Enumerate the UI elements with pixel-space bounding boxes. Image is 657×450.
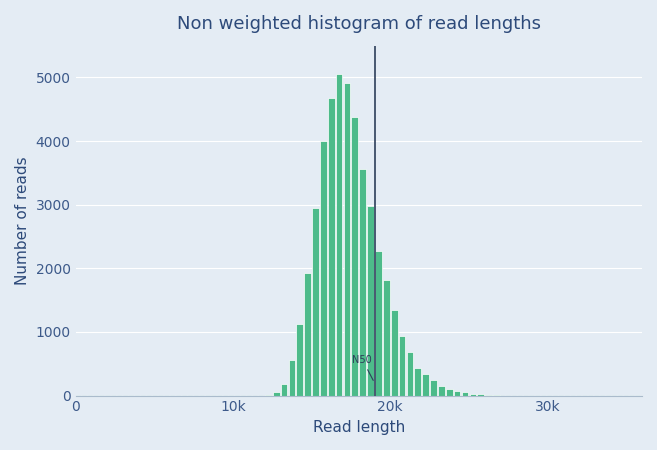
X-axis label: Read length: Read length [313,420,405,435]
Bar [415,368,421,396]
Bar [359,169,366,396]
Bar [438,386,445,396]
Bar [296,324,303,396]
Bar [312,208,319,396]
Bar [478,394,484,396]
Bar [273,392,279,396]
Bar [486,395,492,396]
Bar [399,336,405,396]
Bar [328,99,334,396]
Bar [344,82,350,396]
Bar [288,360,295,396]
Text: N50: N50 [352,355,373,380]
Bar [454,391,461,396]
Bar [265,395,271,396]
Bar [383,280,390,396]
Bar [336,74,342,396]
Bar [430,380,437,396]
Bar [304,274,311,396]
Bar [407,352,413,396]
Bar [422,374,429,396]
Bar [375,251,382,396]
Bar [351,117,358,396]
Bar [320,141,327,396]
Y-axis label: Number of reads: Number of reads [15,156,30,285]
Bar [391,310,397,396]
Bar [446,389,453,396]
Title: Non weighted histogram of read lengths: Non weighted histogram of read lengths [177,15,541,33]
Bar [367,206,374,396]
Bar [281,384,287,396]
Bar [470,394,476,396]
Bar [462,392,468,396]
